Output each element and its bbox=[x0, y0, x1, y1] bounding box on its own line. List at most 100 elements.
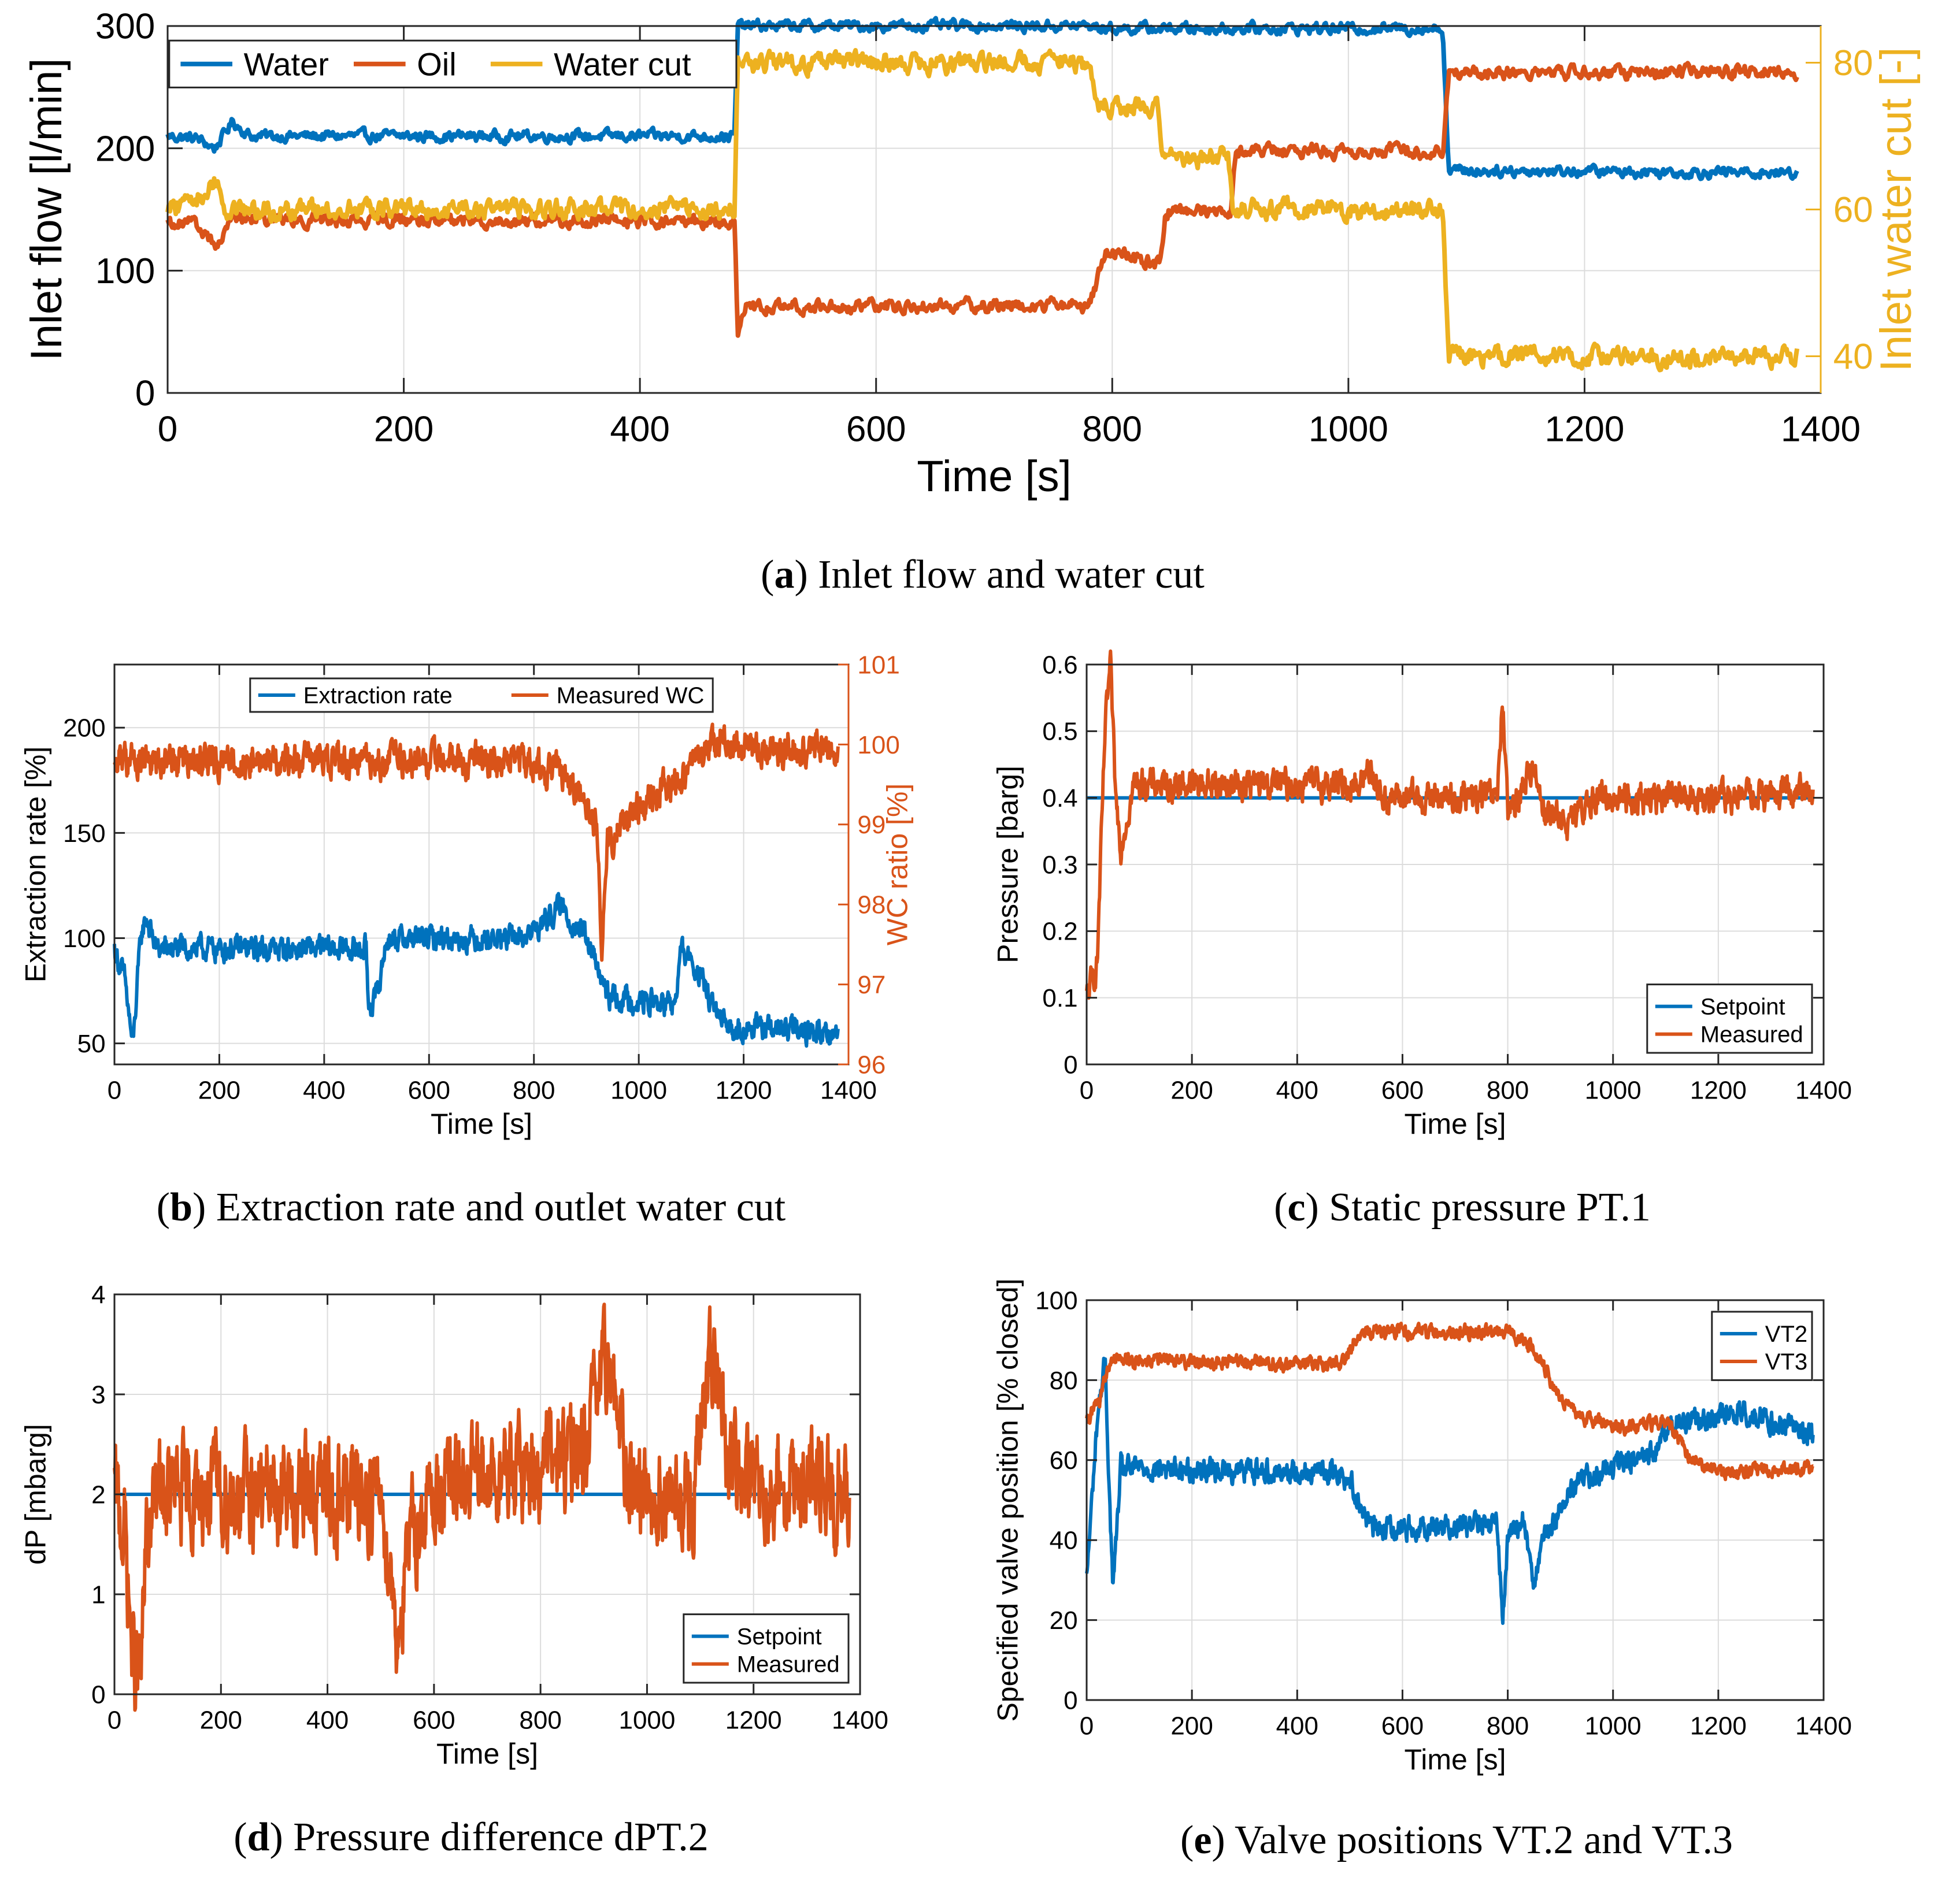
series-line-extraction-rate bbox=[113, 892, 840, 1048]
x-axis: 0 200 400 600 800 1000 1200 1400 bbox=[1080, 1300, 1852, 1740]
y-tick-label: 60 bbox=[1050, 1446, 1078, 1475]
y-axis-label: Pressure [barg] bbox=[991, 766, 1024, 963]
x-tick-label: 800 bbox=[513, 1076, 555, 1104]
y-right-tick-label: 97 bbox=[857, 971, 885, 999]
y-tick-label: 0.6 bbox=[1042, 651, 1077, 679]
legend-label: Oil bbox=[417, 46, 456, 82]
x-tick-label: 1400 bbox=[820, 1076, 877, 1104]
axes-frame bbox=[1085, 1299, 1825, 1701]
caption-e: (e) Valve positions VT.2 and VT.3 bbox=[1180, 1818, 1733, 1862]
y-axis: 50 100 150 200 bbox=[63, 714, 125, 1058]
legend-label: Measured bbox=[1700, 1022, 1803, 1048]
x-tick-label: 200 bbox=[1170, 1076, 1213, 1104]
x-tick-label: 0 bbox=[108, 1706, 121, 1734]
y-right-axis-label: WC ratio [%] bbox=[881, 784, 913, 946]
x-tick-label: 400 bbox=[1276, 1076, 1318, 1104]
panel-b-chart: 0 200 400 600 800 1000 1200 1400 50 100 150 200 96 97… bbox=[19, 651, 913, 1140]
x-tick-label: 1000 bbox=[610, 1076, 667, 1104]
y-tick-label: 4 bbox=[91, 1281, 105, 1309]
x-tick-label: 600 bbox=[1381, 1076, 1424, 1104]
x-tick-label: 1400 bbox=[832, 1706, 888, 1734]
y-axis: 0 20 40 60 80 100 bbox=[1035, 1286, 1824, 1714]
legend: Extraction rate Measured WC bbox=[249, 677, 714, 713]
plot-area bbox=[114, 665, 849, 1064]
x-tick-label: 800 bbox=[1083, 410, 1142, 450]
y-right-tick-label: 99 bbox=[857, 811, 885, 839]
legend-box bbox=[168, 39, 738, 88]
x-tick-label: 600 bbox=[846, 410, 906, 450]
legend: Water Oil Water cut bbox=[168, 39, 738, 88]
y-tick-label: 40 bbox=[1050, 1527, 1078, 1555]
x-tick-label: 400 bbox=[303, 1076, 345, 1104]
x-tick-label: 0 bbox=[1080, 1076, 1094, 1104]
x-tick-label: 1000 bbox=[1585, 1712, 1642, 1740]
y-tick-label: 0 bbox=[1064, 1686, 1077, 1714]
series-line-measured bbox=[113, 1302, 851, 1712]
y-right-tick-label: 40 bbox=[1833, 337, 1873, 377]
series-line-measured-wc bbox=[113, 722, 840, 962]
x-axis-label: Time [s] bbox=[1405, 1108, 1506, 1140]
y-tick-label: 80 bbox=[1050, 1367, 1078, 1395]
y-tick-label: 100 bbox=[63, 925, 105, 953]
y-tick-label: 0.4 bbox=[1042, 784, 1077, 812]
series-line-water-cut bbox=[165, 48, 1800, 373]
caption-c: (c) Static pressure PT.1 bbox=[1274, 1185, 1651, 1230]
x-tick-label: 0 bbox=[158, 410, 177, 450]
y-axis-label: dP [mbarg] bbox=[19, 1424, 51, 1565]
y-tick-label: 200 bbox=[63, 714, 105, 743]
x-axis: 0 200 400 600 800 1000 1200 1400 bbox=[158, 26, 1861, 450]
x-tick-label: 1200 bbox=[1690, 1712, 1747, 1740]
x-tick-label: 400 bbox=[610, 410, 669, 450]
y-axis-right: 96 97 98 99 100 101 WC ratio [%] bbox=[838, 651, 913, 1079]
y-right-tick-label: 101 bbox=[857, 651, 899, 679]
y-tick-label: 0 bbox=[1064, 1051, 1077, 1079]
x-tick-label: 600 bbox=[408, 1076, 450, 1104]
legend-label: VT2 bbox=[1765, 1322, 1807, 1347]
series-line-vt2 bbox=[1085, 1356, 1815, 1625]
legend-label: Water bbox=[244, 46, 329, 82]
x-tick-label: 1400 bbox=[1781, 410, 1861, 450]
legend-label: Setpoint bbox=[737, 1624, 822, 1650]
y-right-tick-label: 96 bbox=[857, 1051, 885, 1079]
x-axis: 0 200 400 600 800 1000 1200 1400 bbox=[108, 1294, 888, 1734]
x-tick-label: 800 bbox=[1487, 1712, 1529, 1740]
y-axis: 0 100 200 300 bbox=[95, 7, 183, 414]
x-tick-label: 200 bbox=[374, 410, 434, 450]
x-tick-label: 1000 bbox=[618, 1706, 675, 1734]
y-tick-label: 100 bbox=[95, 251, 155, 291]
legend-label: Setpoint bbox=[1700, 994, 1785, 1020]
x-tick-label: 400 bbox=[306, 1706, 349, 1734]
x-tick-label: 400 bbox=[1276, 1712, 1318, 1740]
x-tick-label: 1200 bbox=[716, 1076, 772, 1104]
y-right-tick-label: 100 bbox=[857, 731, 899, 759]
y-tick-label: 0 bbox=[91, 1680, 105, 1709]
legend-box bbox=[683, 1613, 850, 1684]
y-tick-label: 0.5 bbox=[1042, 718, 1077, 746]
panel-e-chart: 0 200 400 600 800 1000 1200 1400 0 20 40 60 80 100 Tim… bbox=[991, 1278, 1852, 1776]
y-right-axis-label: Inlet water cut [-] bbox=[1872, 47, 1921, 372]
caption-b: (b) Extraction rate and outlet water cut bbox=[156, 1185, 786, 1230]
y-tick-label: 150 bbox=[63, 819, 105, 848]
x-axis: 0 200 400 600 800 1000 1200 1400 bbox=[1080, 665, 1852, 1104]
y-axis: 0 1 2 3 4 bbox=[91, 1281, 860, 1709]
y-axis-label: Inlet flow [l/min] bbox=[22, 58, 71, 361]
legend-box bbox=[1711, 1311, 1813, 1381]
y-axis: 0 0.1 0.2 0.3 0.4 0.5 0.6 bbox=[1042, 651, 1824, 1079]
y-tick-label: 100 bbox=[1035, 1286, 1077, 1315]
x-tick-label: 600 bbox=[413, 1706, 455, 1734]
x-tick-label: 800 bbox=[519, 1706, 561, 1734]
caption-a: (a) Inlet flow and water cut bbox=[761, 552, 1205, 597]
x-axis-label: Time [s] bbox=[917, 452, 1071, 501]
y-tick-label: 200 bbox=[95, 129, 155, 169]
x-tick-label: 1200 bbox=[1544, 410, 1624, 450]
series-line-measured bbox=[1085, 649, 1815, 1000]
x-tick-label: 0 bbox=[1080, 1712, 1094, 1740]
x-tick-label: 600 bbox=[1381, 1712, 1424, 1740]
legend-label: Extraction rate bbox=[303, 683, 453, 708]
series-line-oil bbox=[165, 61, 1799, 338]
y-tick-label: 50 bbox=[77, 1030, 106, 1058]
